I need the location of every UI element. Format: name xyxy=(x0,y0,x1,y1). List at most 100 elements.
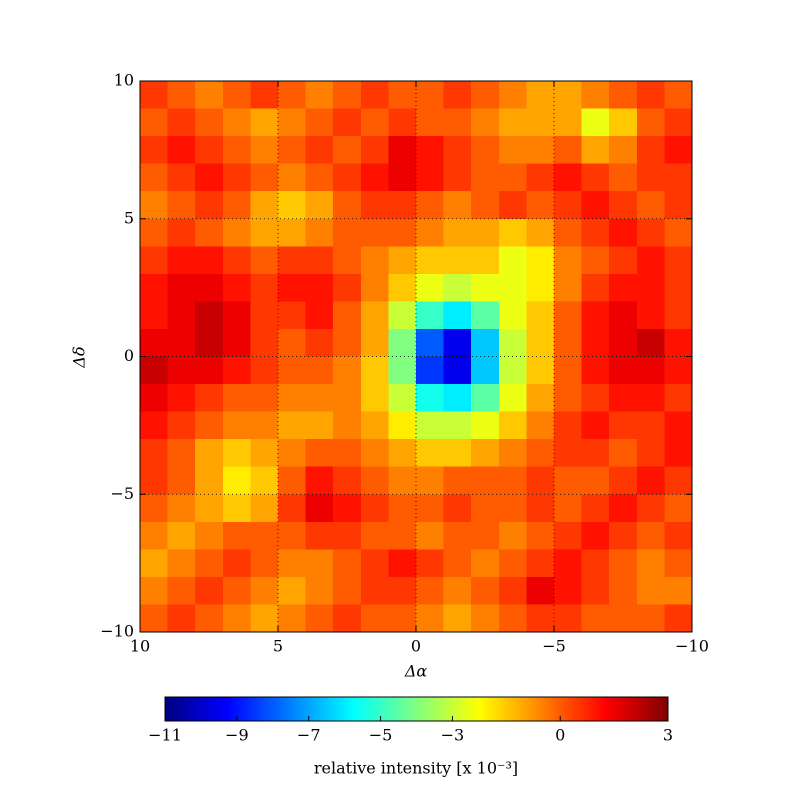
heatmap-cell xyxy=(360,411,389,440)
heatmap-cell xyxy=(140,384,169,413)
heatmap-cell xyxy=(195,191,224,220)
heatmap-cell xyxy=(195,576,224,606)
x-tick-label: 0 xyxy=(411,637,421,656)
heatmap-cell xyxy=(664,191,693,220)
heatmap-cell xyxy=(498,273,527,302)
heatmap-cell xyxy=(278,604,307,633)
heatmap-cell xyxy=(581,521,610,550)
heatmap-cell xyxy=(526,163,555,192)
heatmap-cell xyxy=(471,494,500,523)
heatmap-cell xyxy=(250,494,279,523)
heatmap-cell xyxy=(416,521,445,550)
heatmap-cell xyxy=(333,328,362,358)
heatmap-cell xyxy=(416,494,445,523)
heatmap-cell xyxy=(333,466,362,495)
heatmap-cell xyxy=(636,604,665,633)
heatmap-cell xyxy=(360,328,389,358)
heatmap-cell xyxy=(498,246,527,275)
heatmap-cell xyxy=(664,384,693,413)
heatmap-cell xyxy=(140,108,169,137)
heatmap-cell xyxy=(360,494,389,523)
heatmap-cell xyxy=(581,549,610,578)
heatmap-cell xyxy=(636,191,665,220)
heatmap-cell xyxy=(305,191,334,220)
heatmap-cell xyxy=(305,218,334,247)
heatmap-cell xyxy=(609,466,638,495)
x-tick-label: 5 xyxy=(273,637,283,656)
x-tick-label: −10 xyxy=(675,637,709,656)
heatmap-cell xyxy=(581,108,610,137)
heatmap-cell xyxy=(333,218,362,247)
heatmap-cell xyxy=(140,163,169,192)
x-tick-label: −5 xyxy=(542,637,566,656)
heatmap-cell xyxy=(167,604,196,633)
heatmap-cell xyxy=(360,384,389,413)
heatmap-cell xyxy=(360,108,389,137)
heatmap-cell xyxy=(305,328,334,358)
heatmap-cell xyxy=(636,108,665,137)
heatmap-cell xyxy=(636,81,665,110)
heatmap-cell xyxy=(554,108,583,137)
heatmap-cell xyxy=(305,108,334,137)
heatmap-cell xyxy=(360,439,389,468)
heatmap-cell xyxy=(195,301,224,330)
heatmap-cell xyxy=(388,273,417,302)
heatmap-cell xyxy=(636,273,665,302)
heatmap-cell xyxy=(333,549,362,578)
heatmap-cell xyxy=(222,81,251,110)
heatmap-cell xyxy=(167,384,196,413)
heatmap-cell xyxy=(222,163,251,192)
heatmap-cell xyxy=(333,301,362,330)
heatmap-cell xyxy=(250,191,279,220)
heatmap-cell xyxy=(167,328,196,358)
heatmap-cell xyxy=(664,604,693,633)
heatmap-cell xyxy=(222,191,251,220)
heatmap-cell xyxy=(471,81,500,110)
heatmap-cell xyxy=(609,604,638,633)
heatmap-cell xyxy=(195,328,224,358)
heatmap-cell xyxy=(664,301,693,330)
heatmap-cell xyxy=(250,136,279,165)
heatmap-cell xyxy=(195,81,224,110)
heatmap-cell xyxy=(305,549,334,578)
heatmap-cell xyxy=(636,549,665,578)
heatmap-cell xyxy=(636,494,665,523)
heatmap-cell xyxy=(388,604,417,633)
heatmap-cell xyxy=(278,328,307,358)
heatmap-cell xyxy=(333,411,362,440)
heatmap-cell xyxy=(278,81,307,110)
heatmap-cell xyxy=(250,466,279,495)
x-axis-label: Δα xyxy=(404,662,428,681)
heatmap-cell xyxy=(609,108,638,137)
heatmap-cell xyxy=(609,494,638,523)
heatmap-cell xyxy=(222,466,251,495)
heatmap-cell xyxy=(636,218,665,247)
heatmap-cell xyxy=(471,439,500,468)
heatmap-cell xyxy=(636,384,665,413)
heatmap-cell xyxy=(416,604,445,633)
heatmap-cell xyxy=(609,549,638,578)
heatmap-cell xyxy=(416,384,445,413)
heatmap-cell xyxy=(333,246,362,275)
heatmap-cell xyxy=(554,218,583,247)
heatmap-cell xyxy=(443,411,472,440)
heatmap-cell xyxy=(498,163,527,192)
heatmap-cell xyxy=(609,136,638,165)
heatmap-cell xyxy=(609,576,638,606)
heatmap-cell xyxy=(471,549,500,578)
heatmap-cell xyxy=(278,576,307,606)
heatmap-cell xyxy=(416,411,445,440)
heatmap-cell xyxy=(167,191,196,220)
heatmap-cell xyxy=(554,439,583,468)
heatmap-cell xyxy=(471,301,500,330)
heatmap-cell xyxy=(554,521,583,550)
heatmap-cell xyxy=(498,439,527,468)
heatmap-cell xyxy=(222,273,251,302)
heatmap-cell xyxy=(167,108,196,137)
heatmap-cell xyxy=(526,521,555,550)
heatmap-cell xyxy=(526,411,555,440)
heatmap-cell xyxy=(416,466,445,495)
heatmap-cell xyxy=(609,439,638,468)
x-tick-label: 10 xyxy=(130,637,150,656)
